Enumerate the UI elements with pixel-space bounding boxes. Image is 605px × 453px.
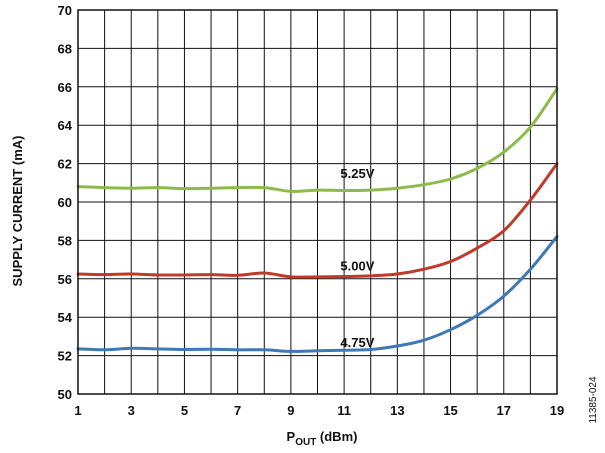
series-line [76,235,559,353]
grid-lines [78,10,557,394]
y-tick-labels: 50 52 54 56 58 60 62 64 66 68 70 [58,3,73,402]
plot-frame [77,9,558,395]
series-line [76,87,559,193]
y-tick-label: 58 [58,233,72,248]
x-axis-title-main: P [287,429,296,444]
y-tick-label: 66 [58,80,72,95]
x-tick-label: 1 [74,403,81,418]
x-tick-label: 5 [181,403,188,418]
y-tick-label: 60 [58,195,72,210]
figure-id: 11385-024 [588,376,599,424]
series-label: 4.75V [340,335,374,350]
y-tick-label: 70 [58,3,72,18]
y-tick-label: 62 [58,157,72,172]
x-axis-title-sub: OUT [295,437,316,448]
x-tick-label: 3 [128,403,135,418]
x-tick-label: 15 [443,403,457,418]
y-tick-label: 64 [58,118,73,133]
series-lines [76,87,559,353]
x-tick-label: 19 [550,403,564,418]
y-axis-title: SUPPLY CURRENT (mA) [10,136,25,287]
x-tick-label: 17 [497,403,511,418]
x-tick-label: 7 [234,403,241,418]
x-tick-labels: 1 3 5 7 9 11 13 15 17 19 [74,403,564,418]
y-tick-label: 54 [58,310,73,325]
series-label: 5.25V [340,166,374,181]
x-axis-title-unit: (dBm) [316,429,357,444]
series-line [76,162,559,279]
y-tick-label: 52 [58,349,72,364]
y-tick-label: 56 [58,272,72,287]
x-tick-label: 13 [390,403,404,418]
x-axis-title: POUT (dBm) [287,429,358,448]
x-tick-label: 11 [337,403,351,418]
y-tick-label: 50 [58,387,72,402]
y-tick-label: 68 [58,41,72,56]
series-label: 5.00V [340,258,374,273]
x-tick-label: 9 [287,403,294,418]
series-labels: 5.25V 5.00V 4.75V [340,166,374,350]
